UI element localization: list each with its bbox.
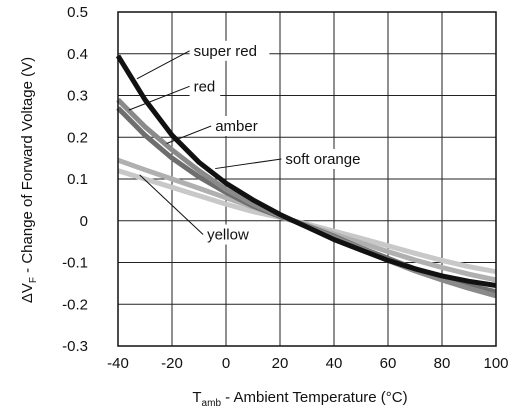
annotation-leader — [139, 174, 204, 235]
y-tick-label: 0.4 — [67, 46, 88, 63]
annotation-leader — [136, 50, 190, 80]
x-axis-label-rest: - Ambient Temperature (°C) — [221, 389, 408, 406]
x-tick-label: -40 — [107, 355, 129, 372]
annotation-box — [189, 76, 221, 97]
annotation-leader — [166, 125, 212, 144]
y-tick-label: 0.3 — [67, 88, 88, 105]
plot-frame — [117, 11, 497, 347]
annotation-leader — [215, 158, 282, 170]
x-tick-labels: -40 -20 0 20 40 60 80 100 — [107, 355, 508, 372]
y-tick-labels: 0.5 0.4 0.3 0.2 0.1 0 -0.1 -0.2 -0.3 — [62, 4, 88, 355]
y-axis-label-sub: F — [28, 277, 39, 283]
annotation-box — [189, 40, 270, 61]
annotation-leader — [128, 85, 190, 111]
x-axis-label: Tamb - Ambient Temperature (°C) — [192, 389, 407, 409]
y-axis-label-rest: - Change of Forward Voltage (V) — [19, 57, 36, 277]
y-axis-label-delta: ΔV — [19, 283, 36, 303]
annotation-label-soft-orange: soft orange — [285, 151, 360, 168]
x-axis-label-sub: amb — [202, 398, 222, 409]
x-tick-label: 20 — [272, 355, 289, 372]
annotation-label-amber: amber — [215, 118, 258, 135]
annotation-label-super-red: super red — [194, 43, 257, 60]
x-tick-label: 40 — [326, 355, 343, 372]
annotation-label-yellow: yellow — [207, 227, 249, 244]
y-tick-label: -0.2 — [62, 296, 88, 313]
x-tick-label: 80 — [434, 355, 451, 372]
y-tick-label: -0.1 — [62, 255, 88, 272]
series-line-super-red — [115, 54, 497, 288]
annotation-box — [281, 148, 378, 169]
annotation-box — [211, 115, 259, 136]
y-tick-label: 0.5 — [67, 4, 88, 21]
curves — [115, 54, 497, 299]
y-tick-label: 0.1 — [67, 171, 88, 188]
x-tick-label: 0 — [222, 355, 230, 372]
x-axis-label-main: T — [192, 389, 201, 406]
y-tick-label: 0.2 — [67, 129, 88, 146]
x-tick-label: 100 — [483, 355, 508, 372]
x-tick-label: 60 — [380, 355, 397, 372]
y-tick-label: -0.3 — [62, 338, 88, 355]
annotations: super red red amber soft orange yellow — [128, 40, 378, 245]
annotation-box — [203, 224, 259, 245]
y-tick-label: 0 — [80, 213, 88, 230]
x-tick-label: -20 — [161, 355, 183, 372]
annotation-label-red: red — [194, 78, 216, 95]
y-axis-label: ΔVF - Change of Forward Voltage (V) — [19, 57, 39, 303]
